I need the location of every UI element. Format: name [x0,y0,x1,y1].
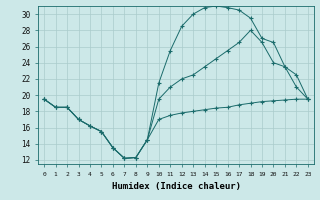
X-axis label: Humidex (Indice chaleur): Humidex (Indice chaleur) [111,182,241,191]
